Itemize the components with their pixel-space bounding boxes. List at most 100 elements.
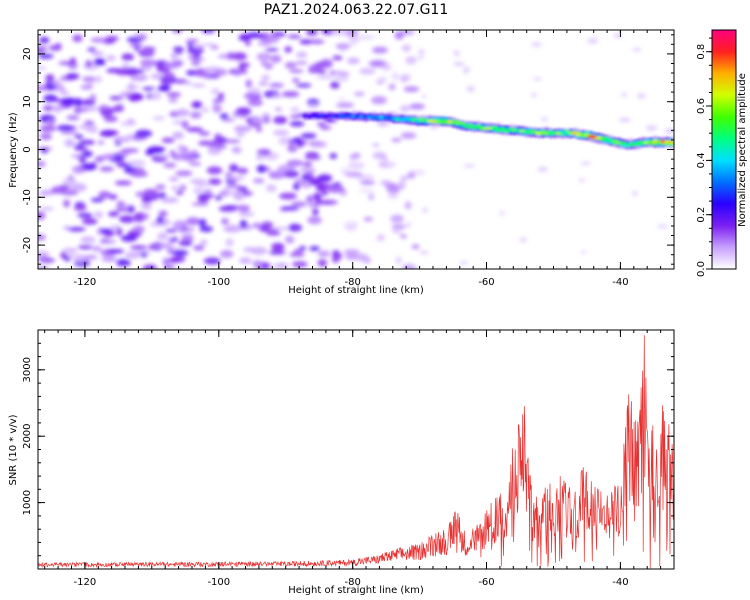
noise-blob [217,92,225,100]
noise-blob [175,170,193,177]
noise-blob [81,218,98,225]
colorbar-tick-label: 0.8 [696,44,707,60]
noise-blob [400,132,417,139]
noise-blob [93,211,104,219]
noise-blob [387,193,399,199]
noise-blob [262,35,280,44]
noise-blob [41,147,48,154]
noise-blob [104,153,115,161]
noise-blob [113,136,131,143]
noise-blob [321,189,329,196]
noise-blob [300,133,317,139]
noise-blob [129,94,139,102]
noise-blob [74,202,85,206]
noise-blob [581,250,586,254]
noise-blob [369,59,387,68]
noise-blob [70,154,86,158]
noise-blob [231,146,242,154]
noise-blob [63,199,71,208]
noise-blob [358,188,374,193]
noise-blob [87,47,97,52]
noise-blob [158,192,167,199]
noise-blob [302,161,313,167]
noise-blob [60,97,78,106]
noise-blob [306,195,314,204]
y-tick-label: 20 [22,48,33,61]
colorbar-tick-label: 0.2 [696,207,707,223]
noise-blob [51,186,66,194]
noise-blob [38,191,51,197]
noise-blob [405,56,417,65]
noise-blob [664,128,674,134]
noise-blob [186,217,200,226]
noise-blob [174,78,188,84]
noise-blob [418,49,425,55]
noise-blob [391,138,402,142]
noise-blob [133,33,147,38]
noise-blob [38,211,46,220]
noise-blob [234,69,241,77]
noise-blob [43,82,57,91]
noise-blob [224,139,241,144]
x-tick-label: -80 [345,277,361,288]
noise-blob [272,263,291,268]
noise-blob [305,155,321,161]
noise-blob [299,167,316,173]
noise-blob [97,140,105,145]
noise-blob [308,39,325,44]
noise-blob [273,129,289,136]
noise-blob [278,137,292,145]
noise-blob [62,247,78,253]
noise-blob [422,207,428,213]
noise-blob [197,196,209,203]
noise-blob [126,133,134,141]
noise-blob [190,111,202,119]
noise-blob [256,52,272,62]
noise-blob [52,105,63,113]
noise-blob [178,240,193,247]
noise-blob [400,45,413,51]
noise-blob [388,83,396,91]
noise-blob [335,43,351,50]
noise-blob [39,36,50,44]
noise-blob [541,117,549,122]
noise-blob [69,57,77,65]
noise-blob [171,250,189,256]
noise-blob [100,109,113,118]
noise-blob [46,118,56,126]
noise-blob [283,170,300,178]
signal-blob [667,140,674,144]
noise-blob [377,76,388,83]
noise-blob [385,162,398,167]
noise-blob [376,234,385,242]
colorbar-tick-label: 0.4 [696,152,707,168]
noise-blob [82,76,96,83]
noise-blob [406,222,411,228]
noise-blob [245,79,253,88]
noise-blob [284,61,297,69]
noise-blob [261,221,274,228]
noise-blob [264,62,274,70]
noise-blob [38,85,48,90]
noise-blob [207,178,222,185]
x-tick-label: -60 [478,277,494,288]
noise-blob [173,220,189,229]
noise-blob [239,257,252,265]
noise-blob [206,143,220,148]
noise-blob [99,166,114,172]
noise-blob [79,157,87,164]
noise-blob [99,130,116,137]
noise-blob [167,257,181,263]
noise-blob [72,34,83,43]
noise-blob [82,98,96,106]
colorbar-label: Normalized spectral amplitude [737,73,748,227]
noise-blob [453,61,465,67]
noise-blob [238,35,249,41]
noise-blob [199,226,213,232]
noise-blob [73,146,89,151]
noise-blob [261,113,271,118]
noise-blob [331,250,340,257]
noise-blob [330,81,340,89]
noise-blob [171,185,179,191]
